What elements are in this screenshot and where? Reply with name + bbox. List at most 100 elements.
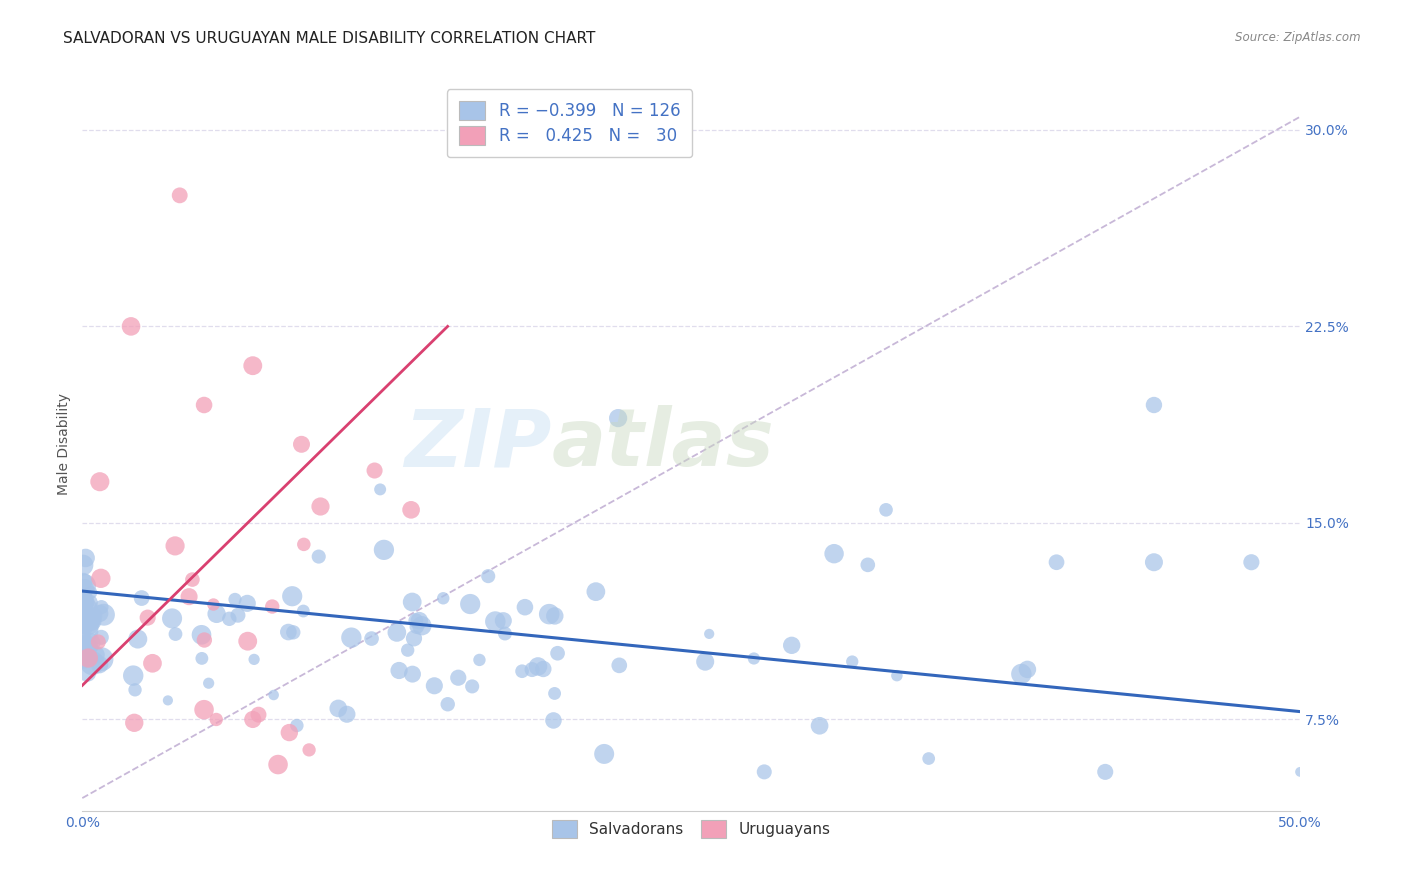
Point [1045, 555, 1067, 569]
Point [247, 707, 270, 722]
Point [447, 671, 470, 685]
Point [436, 698, 458, 712]
Legend: Salvadorans, Uruguayans: Salvadorans, Uruguayans [546, 814, 837, 844]
Point [461, 680, 484, 694]
Point [458, 597, 481, 611]
Point [79, 614, 101, 628]
Point [544, 609, 567, 624]
Point [780, 638, 803, 652]
Point [77, 616, 100, 631]
Point [292, 604, 315, 618]
Point [72, 616, 94, 631]
Point [76, 609, 98, 624]
Point [841, 655, 863, 669]
Point [1094, 764, 1116, 779]
Point [190, 628, 212, 642]
Point [285, 718, 308, 732]
Point [373, 542, 395, 557]
Point [131, 591, 153, 605]
Point [695, 655, 717, 669]
Point [90, 571, 112, 585]
Point [607, 658, 630, 673]
Point [697, 627, 720, 641]
Point [1289, 764, 1312, 779]
Point [75, 551, 97, 566]
Point [90, 652, 112, 666]
Point [73, 648, 96, 662]
Point [401, 667, 423, 681]
Point [281, 589, 304, 603]
Point [136, 610, 159, 624]
Point [80, 610, 103, 624]
Point [193, 703, 215, 717]
Point [243, 652, 266, 666]
Point [283, 625, 305, 640]
Point [1143, 398, 1166, 412]
Text: atlas: atlas [551, 405, 773, 483]
Point [76, 624, 98, 638]
Point [875, 503, 897, 517]
Point [408, 614, 430, 628]
Point [224, 592, 246, 607]
Point [547, 646, 569, 660]
Point [76, 602, 98, 616]
Point [236, 634, 259, 648]
Point [72, 641, 94, 656]
Point [1010, 667, 1032, 681]
Y-axis label: Male Disability: Male Disability [58, 393, 72, 495]
Point [72, 558, 94, 573]
Point [308, 549, 330, 564]
Point [360, 632, 382, 646]
Point [79, 636, 101, 650]
Point [405, 614, 427, 628]
Point [73, 640, 96, 654]
Point [218, 612, 240, 626]
Point [205, 607, 228, 621]
Point [77, 651, 100, 665]
Point [340, 631, 363, 645]
Point [122, 668, 145, 682]
Point [160, 611, 183, 625]
Point [423, 679, 446, 693]
Point [73, 579, 96, 593]
Point [87, 635, 110, 649]
Point [543, 686, 565, 700]
Point [886, 668, 908, 682]
Point [328, 701, 350, 715]
Point [388, 664, 411, 678]
Point [405, 620, 427, 634]
Point [169, 188, 191, 202]
Point [808, 719, 831, 733]
Point [177, 590, 200, 604]
Point [492, 614, 515, 628]
Point [242, 713, 264, 727]
Point [484, 615, 506, 629]
Point [336, 707, 359, 722]
Point [90, 600, 112, 615]
Point [754, 764, 776, 779]
Point [75, 595, 97, 609]
Point [411, 618, 433, 632]
Point [399, 503, 422, 517]
Point [79, 596, 101, 610]
Point [1240, 555, 1263, 569]
Point [127, 632, 149, 646]
Point [494, 626, 516, 640]
Point [75, 621, 97, 635]
Point [89, 607, 111, 621]
Point [202, 598, 225, 612]
Point [823, 547, 845, 561]
Point [83, 608, 105, 623]
Point [141, 657, 163, 671]
Point [396, 643, 419, 657]
Point [527, 659, 550, 673]
Point [86, 648, 108, 662]
Point [368, 483, 391, 497]
Point [193, 398, 215, 412]
Point [531, 662, 554, 676]
Text: ZIP: ZIP [404, 405, 551, 483]
Point [363, 463, 385, 477]
Point [309, 500, 332, 514]
Point [513, 600, 536, 615]
Point [432, 591, 454, 606]
